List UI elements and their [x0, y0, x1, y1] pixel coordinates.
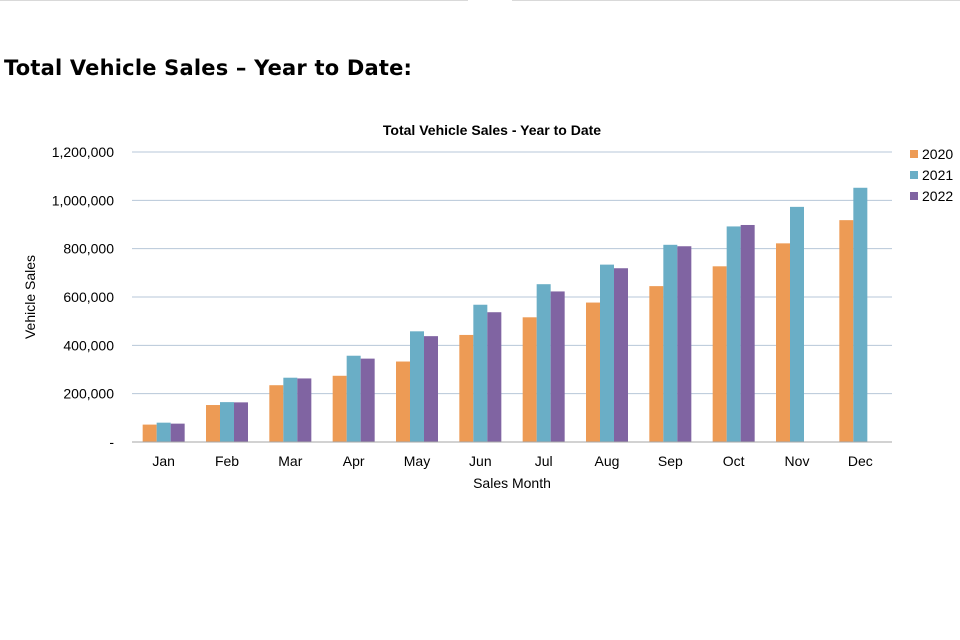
bar-2020-dec	[839, 220, 854, 442]
bar-2020-jan	[142, 424, 157, 442]
x-tick-label: Apr	[343, 453, 365, 469]
x-axis-title: Sales Month	[473, 475, 551, 491]
bar-2020-oct	[712, 266, 727, 442]
bar-2021-may	[410, 331, 424, 442]
y-tick-label: 1,200,000	[52, 144, 114, 160]
bar-2021-nov	[790, 206, 804, 442]
bar-2021-aug	[600, 264, 614, 442]
x-axis-ticks: Jan Feb Mar Apr May Jun Jul Aug Sep Oct Nov Dec	[152, 453, 872, 469]
y-tick-label: 1,000,000	[52, 192, 114, 208]
page-heading: Total Vehicle Sales – Year to Date:	[4, 56, 413, 80]
bar-2020-jun	[459, 334, 474, 442]
bar-2022-oct	[740, 224, 755, 442]
x-tick-label: Jan	[152, 453, 175, 469]
gridlines	[132, 151, 892, 395]
bar-2022-jan	[170, 423, 185, 442]
legend-label-2022: 2022	[922, 188, 953, 204]
x-tick-label: Feb	[215, 453, 239, 469]
bar-2021-jan	[156, 422, 171, 442]
bar-2020-mar	[269, 385, 284, 442]
y-tick-label: -	[109, 434, 114, 450]
x-tick-label: Mar	[278, 453, 302, 469]
chart-title: Total Vehicle Sales - Year to Date	[383, 122, 601, 138]
x-tick-label: Jul	[535, 453, 553, 469]
top-divider-right	[512, 0, 960, 1]
bar-2021-jun	[473, 304, 488, 442]
bar-2022-jun	[487, 312, 502, 442]
bar-2020-aug	[586, 302, 600, 442]
legend-label-2021: 2021	[922, 167, 953, 183]
bar-2022-jul	[550, 291, 565, 442]
y-axis-title: Vehicle Sales	[22, 255, 38, 339]
bar-2020-jul	[522, 317, 537, 442]
bar-2020-may	[396, 361, 410, 442]
y-axis-ticks: - 200,000 400,000 600,000 800,000 1,000,000 1,…	[52, 144, 115, 450]
legend-swatch-2022	[910, 192, 918, 200]
bar-2022-may	[424, 336, 438, 442]
bar-2021-jul	[536, 284, 551, 442]
bar-2020-apr	[332, 375, 347, 442]
x-tick-label: Jun	[469, 453, 492, 469]
bar-2022-aug	[614, 268, 628, 442]
bar-2021-oct	[726, 226, 741, 442]
bar-2021-feb	[220, 402, 234, 442]
x-tick-label: Oct	[723, 453, 745, 469]
bar-2020-nov	[776, 243, 790, 442]
y-tick-label: 200,000	[63, 386, 114, 402]
x-tick-label: Sep	[658, 453, 683, 469]
bar-2022-mar	[297, 378, 312, 442]
y-tick-label: 400,000	[63, 337, 114, 353]
legend: 2020 2021 2022	[910, 146, 953, 204]
bar-2020-feb	[206, 405, 220, 442]
bar-2021-apr	[346, 355, 361, 442]
y-tick-label: 600,000	[63, 289, 114, 305]
x-tick-label: Nov	[785, 453, 810, 469]
x-tick-label: Dec	[848, 453, 873, 469]
legend-swatch-2021	[910, 171, 918, 179]
legend-label-2020: 2020	[922, 146, 953, 162]
top-divider-left	[0, 0, 468, 1]
x-tick-label: Aug	[595, 453, 620, 469]
bar-2022-feb	[234, 402, 248, 442]
bars	[142, 187, 868, 442]
bar-2022-apr	[360, 358, 375, 442]
bar-2020-sep	[649, 286, 664, 442]
bar-2021-mar	[283, 377, 298, 442]
y-tick-label: 800,000	[63, 241, 114, 257]
legend-swatch-2020	[910, 150, 918, 158]
bar-2021-sep	[663, 244, 678, 442]
bar-2022-sep	[677, 246, 692, 442]
x-tick-label: May	[404, 453, 430, 469]
bar-2021-dec	[853, 187, 868, 442]
